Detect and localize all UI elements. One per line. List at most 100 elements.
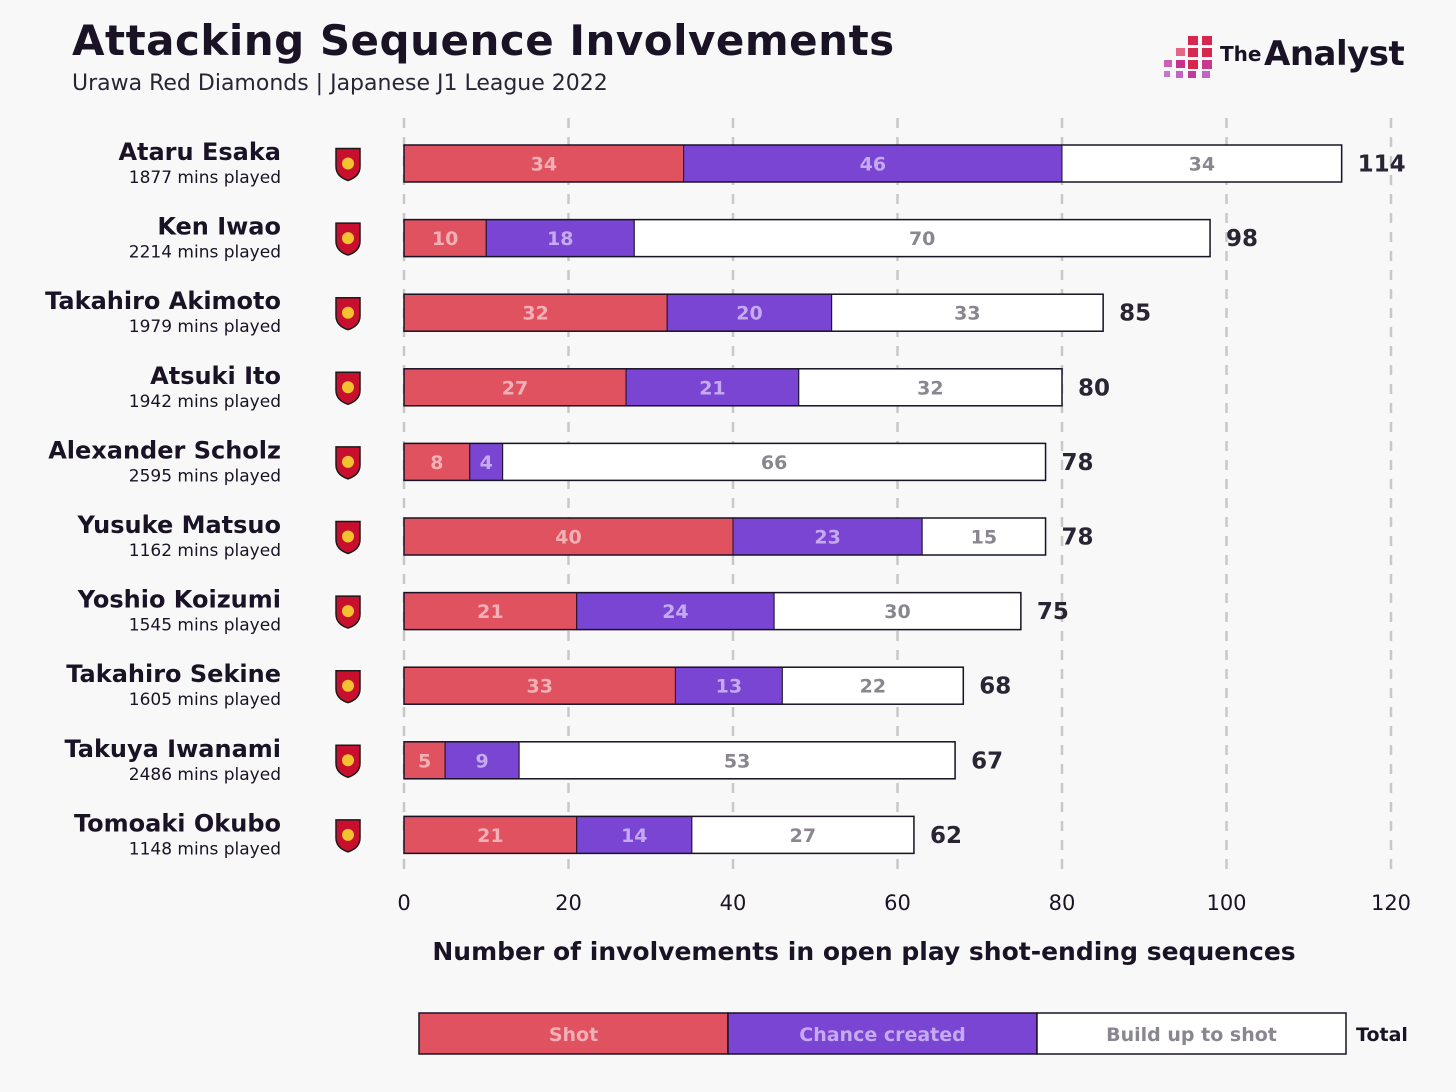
bar-segment-shot-label: 40 xyxy=(555,527,581,549)
bar-segment-shot xyxy=(403,144,685,183)
bar-segment-chance-created xyxy=(576,815,693,854)
player-name: Atsuki Ito xyxy=(150,362,281,390)
bar-segment-chance-created xyxy=(625,368,800,407)
bar-segment-shot-label: 21 xyxy=(477,601,503,623)
player-name: Ken Iwao xyxy=(157,213,281,241)
bar-segment-build-up xyxy=(633,219,1211,258)
bar-outline xyxy=(403,591,1022,631)
player-minutes: 2595 mins played xyxy=(129,466,281,486)
bar-segment-build-up-label: 33 xyxy=(954,303,980,325)
bar-outline xyxy=(403,144,1343,183)
bar-segment-build-up-label: 15 xyxy=(971,527,997,549)
x-tick-label: 20 xyxy=(555,891,582,915)
bar-segment-build-up xyxy=(518,741,956,780)
x-axis-label: Number of involvements in open play shot… xyxy=(432,937,1295,966)
legend-label: Build up to shot xyxy=(1106,1024,1277,1046)
bar-segment-chance-created-label: 46 xyxy=(860,154,886,176)
bar-segment-chance-created-label: 24 xyxy=(662,601,688,623)
player-name: Tomoaki Okubo xyxy=(74,809,281,837)
bar-segment-shot xyxy=(403,293,668,332)
player-minutes: 1148 mins played xyxy=(129,839,281,859)
player-minutes: 1877 mins played xyxy=(129,168,281,188)
player-name: Ataru Esaka xyxy=(118,138,281,166)
player-minutes: 2214 mins played xyxy=(129,243,281,263)
bar-segment-shot-label: 27 xyxy=(502,377,528,399)
bar-total-label: 114 xyxy=(1358,152,1406,178)
bar-segment-chance-created-label: 9 xyxy=(476,750,489,772)
bar-total-label: 68 xyxy=(979,674,1011,700)
bar-total-label: 78 xyxy=(1062,450,1094,476)
bar-segment-chance-created xyxy=(674,666,783,705)
bar-segment-chance-created-label: 14 xyxy=(621,825,647,847)
player-name: Takahiro Sekine xyxy=(66,660,281,688)
legend-swatch-build-up xyxy=(1036,1012,1347,1055)
bar-segment-chance-created xyxy=(469,442,504,481)
bar-segment-chance-created-label: 13 xyxy=(716,676,742,698)
x-tick-label: 120 xyxy=(1371,891,1411,915)
bar-segment-chance-created xyxy=(666,293,833,332)
crest-emblem-icon xyxy=(342,306,354,319)
bar-total-label: 85 xyxy=(1119,301,1151,327)
bar-segment-shot-label: 34 xyxy=(531,154,557,176)
bar-segment-shot xyxy=(403,368,627,407)
bar-outline xyxy=(403,815,915,855)
crest-emblem-icon xyxy=(342,157,354,170)
player-minutes: 1162 mins played xyxy=(129,541,281,561)
x-tick-label: 0 xyxy=(397,891,410,915)
bar-segment-build-up-label: 22 xyxy=(860,676,886,698)
x-tick-label: 80 xyxy=(1049,891,1076,915)
bar-segment-chance-created-label: 20 xyxy=(736,303,762,325)
bar-outline xyxy=(403,293,1104,332)
crest-emblem-icon xyxy=(342,381,354,394)
bar-total-label: 62 xyxy=(930,823,962,849)
bar-outline xyxy=(403,741,956,780)
bar-segment-build-up-label: 27 xyxy=(790,825,816,847)
legend-label: Chance created xyxy=(799,1024,966,1046)
bar-segment-chance-created-label: 4 xyxy=(480,452,493,474)
bar-segment-chance-created-label: 23 xyxy=(814,527,840,549)
bar-segment-chance-created xyxy=(732,517,923,556)
bar-segment-build-up xyxy=(691,815,915,854)
bar-segment-build-up xyxy=(921,517,1047,556)
bar-segment-build-up xyxy=(781,666,964,705)
bar-segment-build-up-label: 32 xyxy=(917,377,943,399)
bar-segment-chance-created xyxy=(485,219,635,258)
logo-the-text: The xyxy=(1220,42,1262,66)
legend-label: Shot xyxy=(549,1024,598,1046)
player-minutes: 1545 mins played xyxy=(129,616,281,636)
bar-segment-chance-created xyxy=(683,144,1063,183)
player-minutes: 1605 mins played xyxy=(129,690,281,710)
bar-segment-shot-label: 32 xyxy=(522,303,548,325)
crest-emblem-icon xyxy=(342,754,354,767)
bar-total-label: 78 xyxy=(1062,525,1094,551)
bar-segment-build-up-label: 53 xyxy=(724,750,750,772)
bar-segment-shot-label: 33 xyxy=(526,676,552,698)
crest-emblem-icon xyxy=(342,828,354,841)
bar-total-label: 80 xyxy=(1078,375,1110,401)
player-name: Yusuke Matsuo xyxy=(77,511,281,539)
player-minutes: 1942 mins played xyxy=(129,392,281,412)
legend-swatch-chance-created xyxy=(727,1012,1038,1055)
player-name: Takahiro Akimoto xyxy=(45,287,281,315)
logo-analyst-text: Analyst xyxy=(1264,34,1405,74)
bar-outline xyxy=(403,368,1063,407)
player-minutes: 2486 mins played xyxy=(129,765,281,785)
player-name: Takuya Iwanami xyxy=(64,735,281,763)
bar-outline xyxy=(403,218,1211,258)
chart-title: Attacking Sequence Involvements xyxy=(72,16,895,65)
bar-segment-shot-label: 5 xyxy=(418,750,431,772)
bar-segment-build-up-label: 30 xyxy=(884,601,910,623)
bar-total-label: 67 xyxy=(971,748,1003,774)
bar-total-label: 75 xyxy=(1037,599,1069,625)
x-tick-label: 100 xyxy=(1206,891,1246,915)
bar-outline xyxy=(403,442,1047,482)
crest-emblem-icon xyxy=(342,679,354,692)
x-tick-label: 40 xyxy=(720,891,747,915)
bar-segment-shot-label: 8 xyxy=(430,452,443,474)
legend-swatch-shot xyxy=(418,1012,729,1055)
x-tick-label: 60 xyxy=(884,891,911,915)
bar-segment-build-up-label: 66 xyxy=(761,452,787,474)
player-minutes: 1979 mins played xyxy=(129,317,281,337)
bar-segment-build-up-label: 34 xyxy=(1189,154,1215,176)
bar-segment-shot-label: 10 xyxy=(432,228,458,250)
